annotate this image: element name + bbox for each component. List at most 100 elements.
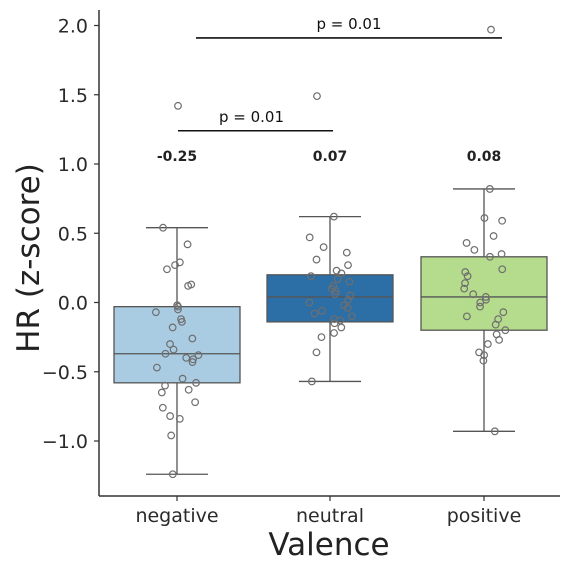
y-tick-label: 2.0 bbox=[58, 16, 88, 38]
box-group-neutral bbox=[266, 215, 394, 383]
data-point bbox=[307, 377, 316, 386]
data-point bbox=[167, 431, 176, 440]
data-point bbox=[331, 290, 340, 299]
data-point bbox=[330, 212, 338, 221]
data-point bbox=[499, 308, 508, 317]
box-group-positive bbox=[420, 188, 548, 432]
data-point bbox=[337, 269, 346, 278]
data-point bbox=[184, 281, 193, 290]
data-point bbox=[469, 290, 478, 299]
data-point bbox=[460, 284, 469, 293]
data-point bbox=[462, 312, 471, 321]
data-point bbox=[330, 319, 339, 328]
data-point bbox=[158, 403, 167, 412]
data-point bbox=[312, 348, 321, 357]
data-point bbox=[343, 304, 352, 312]
data-point bbox=[337, 323, 346, 332]
data-point bbox=[461, 279, 469, 288]
y-tick-label: 0.0 bbox=[58, 293, 88, 315]
box-negative bbox=[113, 306, 241, 384]
significance-label-1: p = 0.01 bbox=[219, 108, 284, 126]
data-point bbox=[305, 233, 314, 242]
data-point bbox=[184, 385, 193, 394]
y-tick-label: 1.5 bbox=[58, 85, 88, 107]
data-point bbox=[330, 329, 338, 337]
data-point bbox=[168, 323, 177, 332]
data-point bbox=[192, 378, 200, 387]
labels-layer: -0.25 0.07 0.08 p = 0.01 p = 0.01 bbox=[157, 15, 502, 165]
data-point bbox=[498, 265, 507, 274]
data-point bbox=[174, 302, 182, 311]
box-neutral bbox=[266, 274, 394, 323]
data-point bbox=[191, 398, 200, 407]
axes-layer: Valence HR (z-score) 2.0 1.5 1.0 0.5 0.0 −0.5… bbox=[11, 10, 560, 563]
data-point bbox=[461, 268, 470, 276]
data-point bbox=[310, 309, 319, 318]
data-point bbox=[194, 351, 203, 360]
data-point bbox=[161, 349, 170, 358]
data-point bbox=[348, 312, 356, 321]
data-point bbox=[312, 255, 321, 264]
data-point bbox=[497, 250, 506, 258]
data-point bbox=[463, 272, 472, 281]
data-point bbox=[491, 320, 500, 329]
data-point bbox=[168, 470, 177, 479]
data-point bbox=[470, 245, 479, 254]
y-tick-label: 0.5 bbox=[58, 223, 88, 245]
data-point bbox=[178, 374, 187, 383]
data-point bbox=[345, 277, 354, 286]
x-tick-label-positive: positive bbox=[447, 505, 522, 527]
data-point bbox=[483, 340, 492, 348]
significance-label-2: p = 0.01 bbox=[316, 15, 381, 33]
data-point bbox=[174, 305, 182, 314]
data-point bbox=[171, 261, 179, 270]
x-tick-label-negative: negative bbox=[135, 505, 218, 527]
y-tick-label: 1.0 bbox=[58, 154, 88, 176]
outlier-point bbox=[313, 92, 321, 101]
data-point bbox=[169, 345, 178, 354]
data-point bbox=[342, 248, 351, 257]
data-point bbox=[318, 306, 326, 315]
x-axis-title: Valence bbox=[268, 527, 389, 563]
y-axis-title: HR (z-score) bbox=[11, 163, 47, 353]
data-point bbox=[159, 223, 167, 232]
data-point bbox=[501, 326, 510, 335]
data-point bbox=[489, 232, 498, 240]
data-point bbox=[479, 356, 488, 365]
data-point bbox=[173, 301, 182, 310]
data-point bbox=[153, 363, 161, 372]
mean-label-negative: -0.25 bbox=[157, 149, 197, 165]
data-point bbox=[480, 351, 489, 360]
data-point bbox=[305, 298, 314, 307]
data-point bbox=[485, 185, 494, 193]
x-tick-label-neutral: neutral bbox=[296, 505, 364, 527]
data-point bbox=[317, 333, 326, 342]
outlier-point bbox=[487, 25, 495, 34]
data-point bbox=[498, 216, 507, 225]
data-point bbox=[166, 412, 175, 420]
data-point bbox=[344, 295, 353, 304]
box-positive bbox=[420, 256, 548, 331]
mean-label-positive: 0.08 bbox=[467, 149, 502, 165]
data-point bbox=[495, 335, 504, 344]
points-layer bbox=[151, 25, 510, 479]
data-point bbox=[183, 240, 192, 249]
data-point bbox=[333, 275, 342, 283]
data-point bbox=[486, 252, 494, 261]
data-point bbox=[476, 298, 485, 307]
mean-label-neutral: 0.07 bbox=[313, 149, 348, 165]
data-point bbox=[481, 293, 490, 301]
y-tick-label: −1.0 bbox=[42, 431, 88, 453]
data-point bbox=[346, 291, 355, 300]
data-point bbox=[476, 302, 484, 311]
data-point bbox=[480, 214, 489, 222]
data-point bbox=[344, 261, 352, 270]
data-point bbox=[188, 334, 197, 343]
boxes-layer bbox=[113, 188, 548, 475]
data-point bbox=[157, 388, 166, 397]
data-point bbox=[188, 358, 197, 366]
data-point bbox=[307, 272, 315, 281]
data-point bbox=[161, 381, 169, 390]
data-point bbox=[462, 239, 471, 247]
